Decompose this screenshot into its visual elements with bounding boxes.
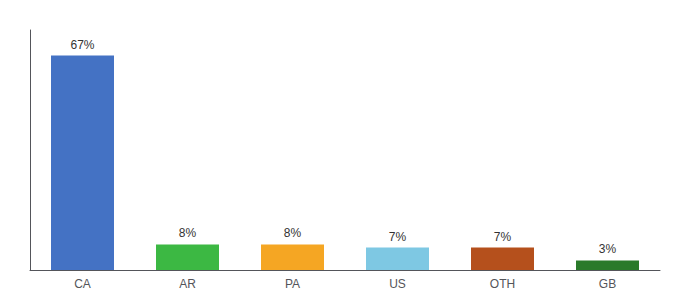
svg-text:8%: 8%: [284, 226, 302, 240]
svg-text:7%: 7%: [389, 230, 407, 244]
svg-text:US: US: [389, 277, 406, 291]
svg-text:PA: PA: [285, 277, 300, 291]
svg-text:CA: CA: [74, 277, 91, 291]
svg-text:7%: 7%: [494, 230, 512, 244]
svg-text:GB: GB: [599, 277, 616, 291]
svg-text:OTH: OTH: [490, 277, 515, 291]
svg-text:3%: 3%: [599, 242, 617, 256]
svg-text:AR: AR: [179, 277, 196, 291]
svg-text:67%: 67%: [70, 38, 94, 52]
svg-text:8%: 8%: [179, 226, 197, 240]
